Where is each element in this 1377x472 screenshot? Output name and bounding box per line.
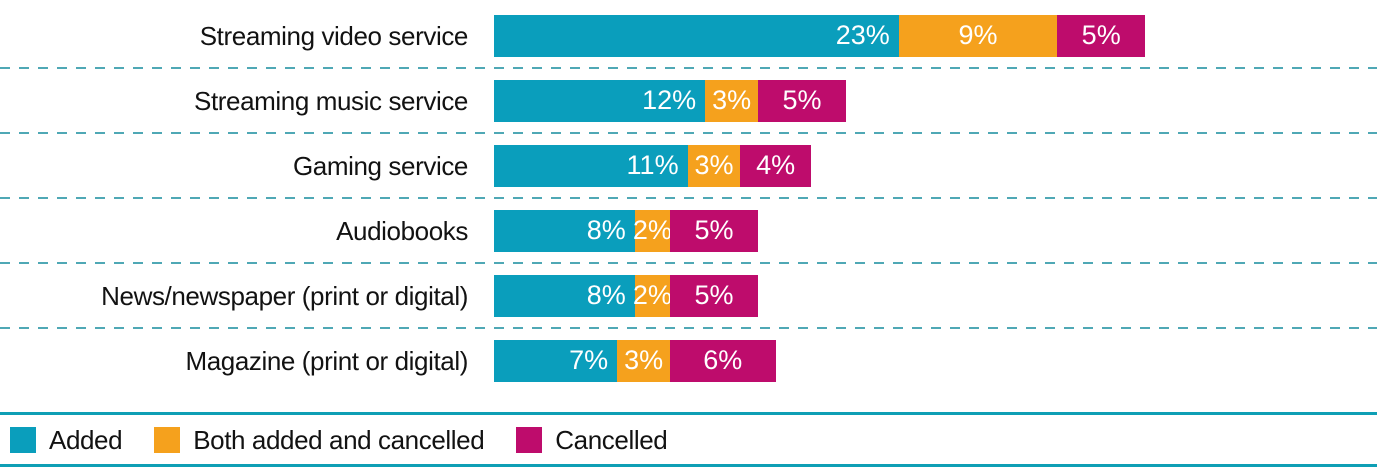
stacked-bar: 11% 3% 4% (494, 144, 811, 187)
row-separator-dashed (0, 197, 1377, 199)
category-label: Magazine (print or digital) (185, 345, 468, 376)
bar-segment-added: 8% (494, 209, 635, 252)
legend-item-both-added-and-cancelled: Both added and cancelled (154, 424, 485, 455)
chart-row: News/newspaper (print or digital) 8% 2% 5% (0, 264, 1377, 327)
data-label: 12% (642, 85, 697, 115)
bar-segment-both-added-and-cancelled: 2% (632, 274, 672, 317)
chart-row: Audiobooks 8% 2% 5% (0, 199, 1377, 262)
bar-segment-both-added-and-cancelled: 3% (687, 144, 741, 187)
stacked-bar: 8% 2% 5% (494, 274, 758, 317)
data-label: 5% (782, 85, 822, 115)
bar-segment-cancelled: 6% (669, 339, 776, 382)
legend-label: Both added and cancelled (193, 424, 485, 455)
data-label: 9% (958, 20, 998, 50)
bar-segment-both-added-and-cancelled: 3% (705, 79, 758, 122)
data-label: 4% (756, 150, 796, 180)
data-label: 3% (694, 150, 734, 180)
chart-row: Gaming service 11% 3% 4% (0, 134, 1377, 197)
row-separator-dashed (0, 67, 1377, 69)
stacked-bar: 7% 3% 6% (494, 339, 776, 382)
data-label: 11% (626, 150, 679, 180)
legend-label: Added (49, 424, 123, 455)
stacked-bar: 23% 9% 5% (494, 14, 1146, 57)
chart-row: Streaming music service 12% 3% 5% (0, 69, 1377, 132)
chart-row: Streaming video service 23% 9% 5% (0, 4, 1377, 67)
bar-segment-both-added-and-cancelled: 3% (617, 339, 670, 382)
chart-legend: Added Both added and cancelled Cancelled (0, 412, 1377, 467)
data-label: 2% (632, 280, 672, 310)
data-label: 2% (632, 215, 672, 245)
data-label: 3% (712, 85, 752, 115)
legend-swatch-icon (516, 426, 543, 453)
bar-segment-cancelled: 5% (669, 209, 758, 252)
category-label: Audiobooks (336, 215, 468, 246)
legend-item-cancelled: Cancelled (516, 424, 668, 455)
bar-segment-both-added-and-cancelled: 9% (898, 14, 1058, 57)
category-label: Streaming music service (194, 85, 468, 116)
data-label: 6% (703, 345, 743, 375)
data-label: 8% (586, 280, 626, 310)
legend-item-added: Added (10, 424, 123, 455)
data-label: 5% (694, 215, 734, 245)
category-label: News/newspaper (print or digital) (101, 280, 468, 311)
legend-swatch-icon (154, 426, 181, 453)
data-label: 8% (586, 215, 626, 245)
data-label: 5% (1081, 20, 1121, 50)
bar-segment-cancelled: 5% (1057, 14, 1146, 57)
bar-segment-cancelled: 4% (740, 144, 811, 187)
legend-swatch-icon (10, 426, 36, 453)
bar-segment-cancelled: 5% (669, 274, 758, 317)
bar-segment-added: 8% (494, 274, 635, 317)
stacked-bar: 8% 2% 5% (494, 209, 758, 252)
bar-segment-added: 12% (494, 79, 706, 122)
chart-row: Magazine (print or digital) 7% 3% 6% (0, 329, 1377, 392)
row-separator-dashed (0, 327, 1377, 329)
legend-label: Cancelled (555, 424, 668, 455)
bar-segment-added: 23% (494, 14, 899, 57)
bar-segment-added: 11% (494, 144, 688, 187)
data-label: 3% (624, 345, 664, 375)
category-label: Gaming service (292, 150, 468, 181)
bar-segment-cancelled: 5% (757, 79, 846, 122)
stacked-bar: 12% 3% 5% (494, 79, 846, 122)
data-label: 23% (835, 20, 890, 50)
bar-segment-both-added-and-cancelled: 2% (632, 209, 672, 252)
data-label: 5% (694, 280, 734, 310)
bar-segment-added: 7% (494, 339, 618, 382)
chart-rows: Streaming video service 23% 9% 5% Streaming … (0, 4, 1377, 392)
row-separator-dashed (0, 262, 1377, 264)
row-separator-dashed (0, 132, 1377, 134)
category-label: Streaming video service (199, 20, 469, 51)
data-label: 7% (569, 345, 609, 375)
